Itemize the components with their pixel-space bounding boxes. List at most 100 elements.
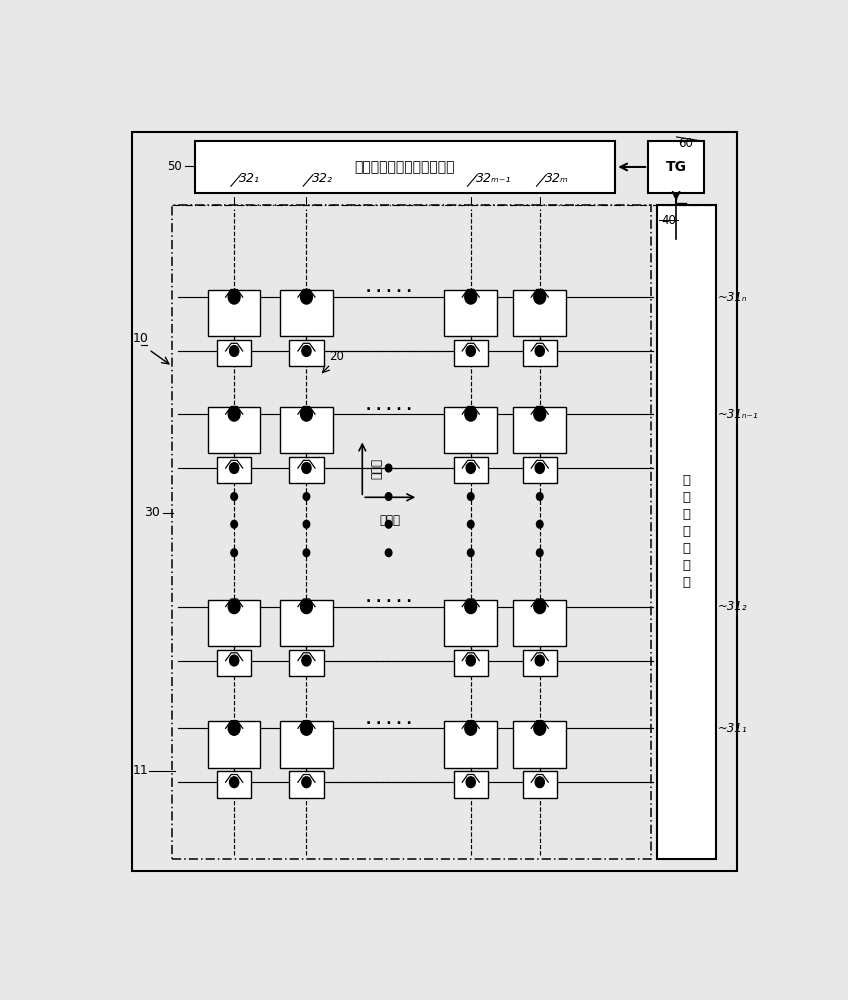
Bar (444, 721, 497, 768)
Circle shape (300, 600, 312, 614)
Bar (522, 771, 557, 798)
Text: 列方向: 列方向 (379, 514, 400, 527)
Circle shape (302, 655, 311, 666)
Bar (454, 771, 488, 798)
Circle shape (231, 464, 237, 472)
Circle shape (465, 407, 477, 421)
Text: 50: 50 (167, 160, 181, 173)
Text: ~31ₙ₋₁: ~31ₙ₋₁ (718, 408, 758, 421)
Circle shape (230, 346, 239, 356)
Text: 32ₘ₋₁: 32ₘ₋₁ (476, 172, 511, 185)
Bar (280, 290, 332, 336)
Circle shape (304, 549, 310, 557)
Circle shape (465, 600, 477, 614)
Circle shape (534, 290, 545, 304)
Text: 10: 10 (133, 332, 148, 345)
Bar (208, 290, 260, 336)
Bar (217, 650, 251, 676)
Text: 信
号
线
驱
动
单
元: 信 号 线 驱 动 单 元 (683, 474, 690, 589)
Bar (522, 340, 557, 366)
Text: · · · · ·: · · · · · (365, 595, 411, 609)
Circle shape (231, 549, 237, 557)
Circle shape (466, 463, 476, 473)
Circle shape (535, 777, 544, 788)
Bar (522, 650, 557, 676)
Circle shape (534, 721, 545, 735)
Text: 32ₘ: 32ₘ (545, 172, 569, 185)
Circle shape (230, 463, 239, 473)
Text: 掃描控制器（掃描控制部）: 掃描控制器（掃描控制部） (354, 160, 455, 174)
Circle shape (466, 346, 476, 356)
Circle shape (537, 520, 543, 528)
Text: · · · · ·: · · · · · (365, 717, 411, 731)
Bar (289, 771, 324, 798)
Circle shape (300, 721, 312, 735)
Circle shape (466, 655, 476, 666)
Circle shape (302, 463, 311, 473)
Text: ~31₁: ~31₁ (718, 722, 747, 735)
Bar (513, 721, 566, 768)
Circle shape (228, 407, 240, 421)
Circle shape (467, 520, 474, 528)
Text: 20: 20 (329, 350, 344, 363)
Circle shape (385, 549, 392, 557)
Text: · · · · ·: · · · · · (365, 403, 411, 417)
Circle shape (300, 407, 312, 421)
Text: · · · · ·: · · · · · (365, 285, 411, 299)
Circle shape (537, 464, 543, 472)
Text: 32₂: 32₂ (312, 172, 332, 185)
Bar (513, 600, 566, 646)
Bar (522, 457, 557, 483)
Text: ~31₂: ~31₂ (718, 600, 747, 613)
Text: 30: 30 (144, 506, 160, 519)
Circle shape (537, 549, 543, 557)
Bar (217, 771, 251, 798)
Text: 11: 11 (133, 764, 148, 777)
Circle shape (537, 493, 543, 500)
Bar (280, 407, 332, 453)
Circle shape (465, 290, 477, 304)
Text: TG: TG (666, 160, 687, 174)
Bar (280, 600, 332, 646)
Bar (656, 205, 716, 859)
Bar (217, 340, 251, 366)
Bar (208, 407, 260, 453)
Circle shape (228, 721, 240, 735)
Circle shape (467, 549, 474, 557)
Bar (289, 650, 324, 676)
Circle shape (385, 464, 392, 472)
Bar (454, 650, 488, 676)
Text: 60: 60 (678, 137, 693, 150)
Circle shape (534, 600, 545, 614)
Circle shape (300, 290, 312, 304)
Circle shape (535, 346, 544, 356)
Bar (289, 340, 324, 366)
Bar (444, 290, 497, 336)
Bar (454, 457, 488, 483)
Bar (444, 407, 497, 453)
Circle shape (302, 777, 311, 788)
Circle shape (467, 493, 474, 500)
Circle shape (467, 464, 474, 472)
Bar (513, 290, 566, 336)
Bar (444, 600, 497, 646)
Bar (280, 721, 332, 768)
Bar (195, 141, 616, 193)
Bar (208, 721, 260, 768)
Bar (289, 457, 324, 483)
Circle shape (230, 655, 239, 666)
Circle shape (304, 464, 310, 472)
Circle shape (465, 721, 477, 735)
Circle shape (466, 777, 476, 788)
Circle shape (228, 290, 240, 304)
Text: 行方向: 行方向 (371, 458, 383, 479)
Circle shape (304, 493, 310, 500)
Circle shape (231, 520, 237, 528)
Circle shape (230, 777, 239, 788)
Circle shape (302, 346, 311, 356)
Circle shape (385, 493, 392, 500)
Circle shape (228, 600, 240, 614)
Bar (208, 600, 260, 646)
Bar (217, 457, 251, 483)
Circle shape (304, 520, 310, 528)
